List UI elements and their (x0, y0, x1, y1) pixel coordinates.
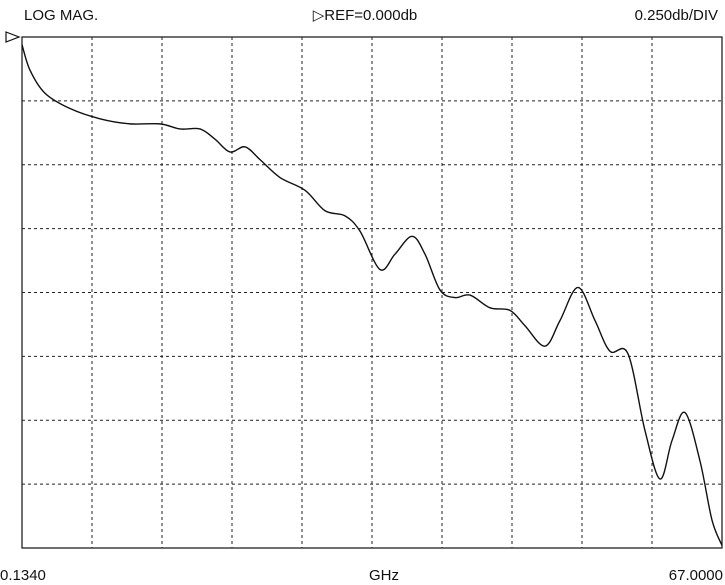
chart-title: LOG MAG. (24, 7, 98, 24)
x-tick-label: 0.1340 (0, 567, 46, 584)
x-axis-label: GHz (369, 567, 399, 584)
reference-marker (5, 31, 21, 43)
trace (21, 44, 723, 546)
reference-label: ▷REF=0.000db (313, 7, 418, 24)
x-tick-label: 67.0000 (669, 567, 723, 584)
scale-label: 0.250db/DIV (635, 7, 718, 24)
